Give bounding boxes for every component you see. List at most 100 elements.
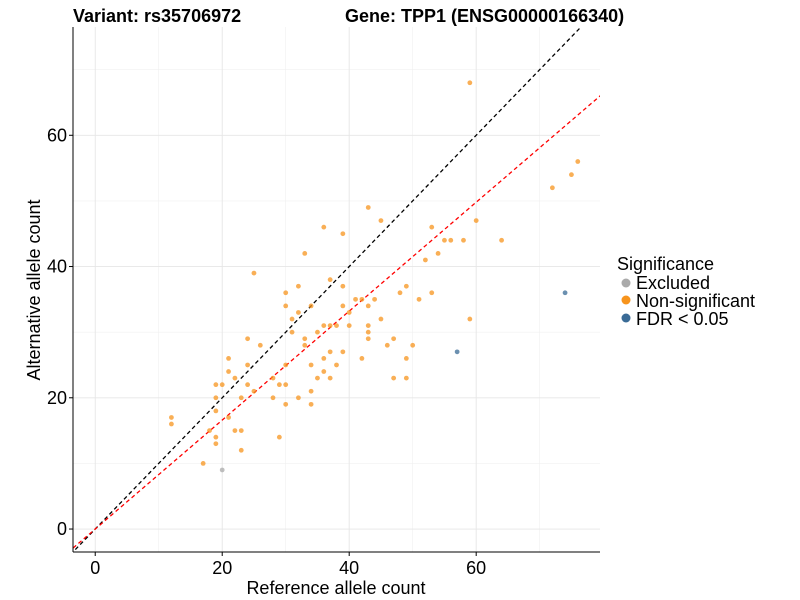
data-point-nonsig xyxy=(353,296,358,302)
data-point-nonsig xyxy=(334,362,339,368)
data-point-nonsig xyxy=(575,159,581,164)
data-point-nonsig xyxy=(226,415,231,420)
chart-title-gene: Gene: TPP1 (ENSG00000166340) xyxy=(345,6,624,26)
data-point-nonsig xyxy=(308,388,314,394)
data-point-nonsig xyxy=(365,205,371,210)
data-point-nonsig xyxy=(429,290,435,296)
data-point-nonsig xyxy=(321,224,327,230)
data-point-nonsig xyxy=(283,362,289,368)
data-point-nonsig xyxy=(422,257,428,263)
legend-title: Significance xyxy=(617,254,714,274)
data-point-nonsig xyxy=(346,323,352,328)
plot-area: 0 20 40 60 0 20 40 60 xyxy=(47,27,600,578)
data-point-nonsig xyxy=(296,310,301,315)
data-point-nonsig xyxy=(232,375,238,381)
reference-line-identity xyxy=(73,27,582,552)
data-point-nonsig xyxy=(308,401,314,407)
data-point-nonsig xyxy=(359,356,365,361)
y-tick-label: 20 xyxy=(47,388,67,408)
data-point-nonsig xyxy=(296,395,301,401)
data-point-nonsig xyxy=(391,375,397,381)
data-point-nonsig xyxy=(238,447,244,453)
data-point-nonsig xyxy=(245,362,251,368)
data-point-nonsig xyxy=(257,342,263,348)
x-axis-label: Reference allele count xyxy=(246,578,425,598)
data-point-nonsig xyxy=(549,185,555,191)
data-point-nonsig xyxy=(429,224,435,230)
data-point-nonsig xyxy=(302,251,308,256)
data-point-nonsig xyxy=(416,296,422,302)
data-point-nonsig xyxy=(200,461,206,466)
data-point-nonsig xyxy=(169,421,174,427)
y-tick-label: 40 xyxy=(47,257,67,277)
reference-lines xyxy=(73,27,600,552)
data-point-nonsig xyxy=(461,237,466,243)
data-point-nonsig xyxy=(321,323,327,328)
legend-swatch-fdr xyxy=(621,313,631,323)
data-point-excluded xyxy=(219,467,225,473)
data-point-nonsig xyxy=(283,401,289,407)
data-point-nonsig xyxy=(467,316,473,322)
x-axis-ticks: 0 20 40 60 xyxy=(90,552,486,578)
data-point-nonsig xyxy=(289,316,295,322)
legend-swatch-nonsignificant xyxy=(621,295,631,305)
x-tick-label: 20 xyxy=(212,558,232,578)
data-point-nonsig xyxy=(213,434,219,440)
data-point-nonsig xyxy=(365,336,371,342)
data-point-nonsig xyxy=(346,310,352,315)
data-points xyxy=(169,80,581,473)
data-point-nonsig xyxy=(403,375,409,381)
data-point-nonsig xyxy=(245,336,251,342)
data-point-nonsig xyxy=(213,382,219,388)
data-point-nonsig xyxy=(232,428,238,433)
data-point-nonsig xyxy=(473,218,479,223)
data-point-nonsig xyxy=(308,303,314,309)
data-point-nonsig xyxy=(435,251,441,256)
data-point-nonsig xyxy=(213,441,219,447)
data-point-nonsig xyxy=(213,395,219,401)
data-point-nonsig xyxy=(207,428,212,433)
data-point-fdr xyxy=(562,290,568,296)
legend-label-excluded: Excluded xyxy=(636,273,710,293)
data-point-nonsig xyxy=(365,303,371,309)
y-tick-label: 0 xyxy=(57,519,67,539)
data-point-nonsig xyxy=(238,428,244,433)
data-point-nonsig xyxy=(403,356,409,361)
chart-title-variant: Variant: rs35706972 xyxy=(73,6,241,26)
data-point-nonsig xyxy=(378,316,384,322)
data-point-nonsig xyxy=(315,375,320,381)
data-point-nonsig xyxy=(569,172,574,178)
data-point-nonsig xyxy=(321,356,327,361)
data-point-nonsig xyxy=(245,382,251,388)
data-point-nonsig xyxy=(410,342,416,348)
data-point-nonsig xyxy=(276,434,282,440)
x-tick-label: 40 xyxy=(339,558,359,578)
data-point-nonsig xyxy=(289,329,295,335)
data-point-nonsig xyxy=(448,237,454,243)
data-point-nonsig xyxy=(327,349,333,355)
data-point-nonsig xyxy=(397,290,403,296)
y-axis-label: Alternative allele count xyxy=(24,199,44,380)
data-point-nonsig xyxy=(251,388,257,394)
legend-label-nonsignificant: Non-significant xyxy=(636,291,755,311)
data-point-nonsig xyxy=(315,329,320,335)
data-point-nonsig xyxy=(283,303,289,309)
data-point-nonsig xyxy=(327,277,333,283)
reference-line-fit xyxy=(73,95,600,549)
data-point-nonsig xyxy=(296,283,301,289)
data-point-nonsig xyxy=(283,290,289,296)
data-point-nonsig xyxy=(340,283,346,289)
legend: Significance Excluded Non-significant FD… xyxy=(617,254,755,329)
data-point-nonsig xyxy=(499,237,504,243)
data-point-nonsig xyxy=(334,323,339,328)
data-point-nonsig xyxy=(169,415,174,420)
data-point-nonsig xyxy=(321,369,327,374)
data-point-nonsig xyxy=(251,270,257,276)
data-point-nonsig xyxy=(327,375,333,381)
data-point-nonsig xyxy=(238,395,244,401)
data-point-nonsig xyxy=(391,336,397,342)
data-point-nonsig xyxy=(365,323,371,328)
data-point-nonsig xyxy=(467,80,473,86)
data-point-nonsig xyxy=(378,218,384,223)
